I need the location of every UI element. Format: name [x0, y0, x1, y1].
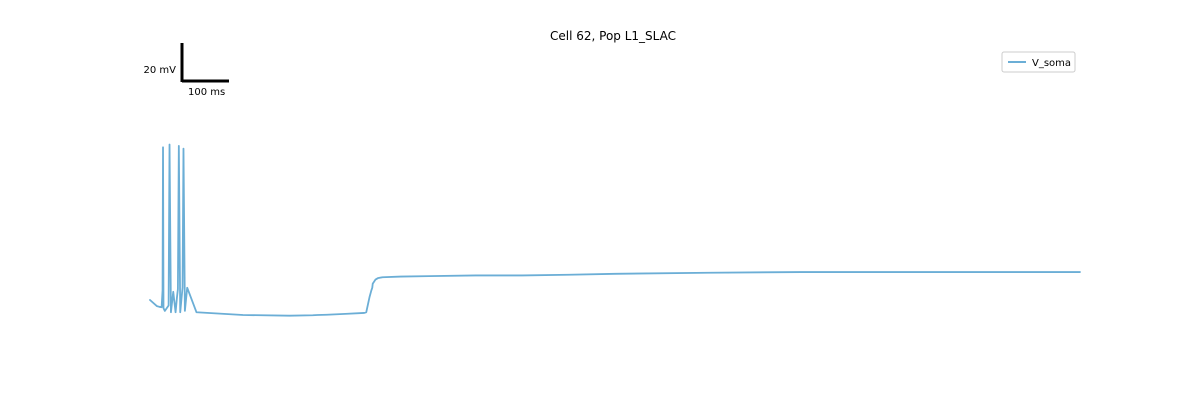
- scale-bar-y-label: 20 mV: [144, 65, 177, 76]
- chart-title: Cell 62, Pop L1_SLAC: [550, 29, 676, 43]
- legend-box: [1001, 51, 1076, 73]
- legend-label-v-soma: V_soma: [1032, 58, 1071, 69]
- series-line-v-soma: [149, 143, 1081, 317]
- plot-area: [149, 143, 1081, 317]
- legend: V_soma: [1001, 51, 1076, 73]
- scale-bar-x-label: 100 ms: [188, 87, 225, 98]
